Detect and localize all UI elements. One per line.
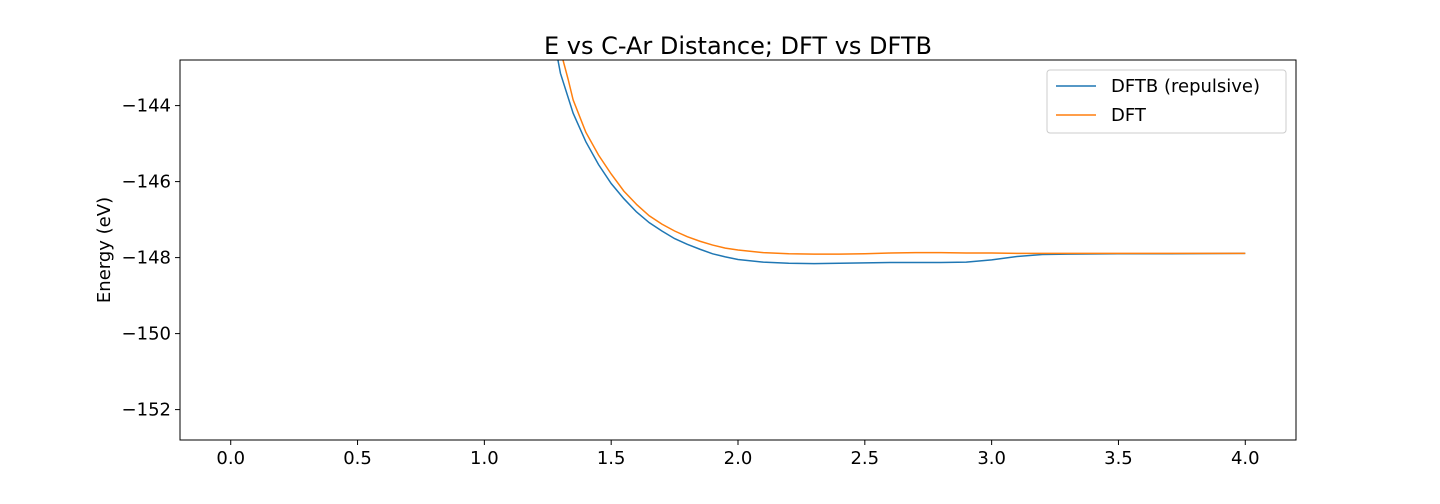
legend-label-dftb: DFTB (repulsive) (1111, 76, 1260, 97)
y-tick-label: −144 (122, 96, 171, 117)
y-axis-label: Energy (eV) (94, 197, 115, 303)
y-ticks: −144 −146 −148 −150 −152 (122, 96, 180, 421)
x-tick-label: 3.0 (977, 448, 1006, 469)
x-tick-label: 0.5 (343, 448, 372, 469)
y-tick-label: −152 (122, 400, 171, 421)
x-tick-label: 2.5 (850, 448, 879, 469)
x-tick-label: 4.0 (1231, 448, 1260, 469)
x-tick-label: 1.5 (597, 448, 626, 469)
legend-label-dft: DFT (1111, 105, 1147, 126)
legend: DFTB (repulsive) DFT (1046, 69, 1287, 134)
y-tick-label: −148 (122, 248, 171, 269)
plot-lines (557, 60, 1246, 265)
y-tick-label: −150 (122, 324, 171, 345)
x-tick-label: 0.0 (216, 448, 245, 469)
x-tick-label: 1.0 (470, 448, 499, 469)
x-tick-label: 3.5 (1104, 448, 1133, 469)
y-tick-label: −146 (122, 172, 171, 193)
series-line-dftb (557, 60, 1246, 265)
x-ticks: 0.0 0.5 1.0 1.5 2.0 2.5 3.0 3.5 4.0 (216, 440, 1260, 469)
legend-box (1046, 69, 1287, 134)
chart-title: E vs C-Ar Distance; DFT vs DFTB (544, 32, 932, 60)
x-tick-label: 2.0 (724, 448, 753, 469)
series-line-dft (562, 60, 1246, 255)
